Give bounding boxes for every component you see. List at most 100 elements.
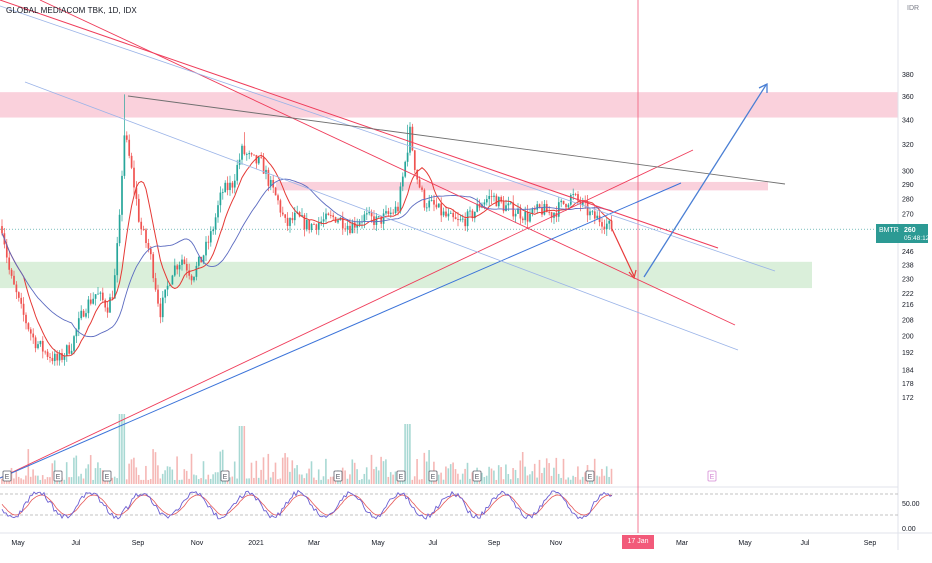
candle-body (329, 215, 332, 216)
candle-body (310, 224, 313, 231)
volume-bar (272, 471, 274, 484)
volume-bar (375, 466, 378, 484)
volume-bar (262, 457, 265, 484)
time-axis-tick: Nov (191, 540, 204, 547)
crosshair-date-label: 17 Jan '22 (622, 535, 654, 559)
rsi-pane (0, 489, 898, 520)
volume-bar (454, 469, 457, 484)
candle-body (399, 186, 402, 212)
candle-body (430, 200, 433, 201)
earnings-marker-icon (220, 470, 230, 482)
volume-bar (365, 467, 368, 484)
volume-bar (329, 476, 332, 484)
earnings-marker-label: E (56, 474, 61, 481)
candle-body (166, 285, 169, 290)
candle-body (301, 215, 303, 217)
candle-body (217, 205, 219, 218)
axes-layer: 380 360 340 320 300 290 280 270 260 246 238 230 222 2… (11, 72, 919, 547)
volume-bar (68, 477, 70, 484)
candle-body (61, 353, 63, 360)
volume-bar (399, 479, 402, 484)
candle-body (517, 208, 519, 214)
volume-bar (425, 461, 428, 484)
candle-body (197, 256, 200, 266)
candle-body (589, 211, 591, 216)
volume-bar (610, 468, 613, 484)
candle-body (380, 216, 383, 224)
volume-bar (169, 466, 171, 484)
volume-bar (77, 476, 80, 484)
candle-body (433, 200, 435, 205)
candle-body (471, 210, 474, 219)
earnings-marker-label: E (105, 474, 110, 481)
volume-bar (10, 467, 13, 484)
earnings-marker-icon (102, 470, 112, 482)
candle-body (257, 157, 260, 164)
candle-body (113, 275, 116, 299)
volume-bar (257, 477, 260, 484)
volume-bar (301, 474, 303, 484)
candle-body (495, 195, 498, 207)
volume-bar (512, 468, 514, 484)
candle-body (538, 204, 541, 208)
candle-body (375, 216, 378, 225)
candle-body (317, 222, 320, 230)
candle-body (176, 265, 179, 270)
candle-body (490, 195, 493, 197)
candle-body (502, 201, 505, 212)
candle-body (133, 167, 135, 188)
volume-bar (502, 479, 505, 484)
candle-body (397, 206, 399, 212)
chart-canvas[interactable]: E E E E E E E E E E 380 360 340 320 300 290 280 270 260 24… (0, 0, 932, 550)
candle-body (73, 336, 75, 351)
volume-bar (349, 474, 351, 484)
trendlines-layer (0, 0, 786, 479)
candle-body (385, 211, 387, 214)
volume-bar (217, 472, 219, 484)
candle-body (145, 229, 147, 244)
candle-body (118, 214, 121, 244)
time-axis-tick: May (738, 540, 752, 547)
price-axis-tick: 200 (902, 334, 914, 341)
candle-body (507, 203, 510, 206)
volume-bar (305, 473, 308, 484)
volume-bar (253, 477, 255, 484)
candle-body (409, 126, 411, 153)
candle-body (221, 192, 224, 193)
candle-body (401, 176, 404, 187)
volume-bar (562, 458, 565, 484)
candle-body (548, 212, 551, 213)
candle-body (68, 345, 71, 354)
volume-bar (89, 455, 92, 484)
candle-body (601, 222, 603, 227)
candle-body (291, 218, 294, 221)
candle-body (440, 203, 443, 216)
candle-body (13, 275, 15, 285)
volume-bar (87, 464, 90, 484)
candle-body (483, 202, 486, 205)
candle-body (358, 222, 361, 225)
candle-body (574, 194, 577, 195)
candle-body (25, 314, 27, 324)
volume-bar (49, 477, 51, 484)
price-axis-tick: 222 (902, 291, 914, 298)
candle-body (351, 222, 354, 234)
candle-body (423, 189, 426, 208)
volume-bar (149, 478, 152, 484)
volume-bar (605, 466, 608, 484)
volume-bar (346, 478, 349, 484)
candle-body (524, 211, 527, 221)
volume-bar (104, 479, 106, 484)
volume-bar (500, 467, 502, 484)
candle-body (466, 211, 469, 227)
price-axis-tick: 270 (902, 211, 914, 218)
volume-bar (274, 462, 277, 484)
volume-bar (572, 475, 574, 484)
candle-body (58, 353, 61, 361)
volume-bar (260, 469, 262, 484)
volume-bar (603, 475, 606, 484)
volume-bar (308, 468, 310, 484)
candle-body (161, 297, 164, 318)
volume-bar (581, 476, 584, 484)
volume-bar (94, 468, 97, 484)
